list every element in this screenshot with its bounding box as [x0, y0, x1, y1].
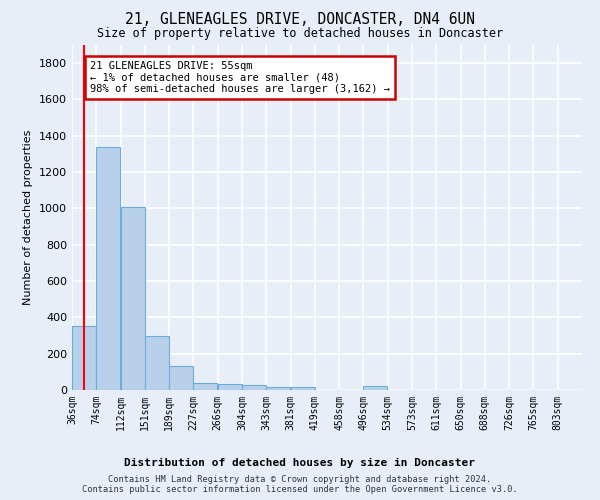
Text: Size of property relative to detached houses in Doncaster: Size of property relative to detached ho… [97, 28, 503, 40]
Y-axis label: Number of detached properties: Number of detached properties [23, 130, 34, 305]
Bar [290, 388, 314, 390]
Bar [266, 386, 290, 390]
Bar [121, 206, 145, 390]
Text: 21, GLENEAGLES DRIVE, DONCASTER, DN4 6UN: 21, GLENEAGLES DRIVE, DONCASTER, DN4 6UN [125, 12, 475, 28]
Bar [169, 366, 193, 390]
Bar [145, 336, 169, 390]
Bar [96, 146, 120, 390]
Text: Contains HM Land Registry data © Crown copyright and database right 2024.
Contai: Contains HM Land Registry data © Crown c… [82, 474, 518, 494]
Bar [72, 326, 96, 390]
Text: Distribution of detached houses by size in Doncaster: Distribution of detached houses by size … [125, 458, 476, 468]
Text: 21 GLENEAGLES DRIVE: 55sqm
← 1% of detached houses are smaller (48)
98% of semi-: 21 GLENEAGLES DRIVE: 55sqm ← 1% of detac… [90, 61, 390, 94]
Bar [193, 382, 217, 390]
Bar [364, 386, 388, 390]
Bar [242, 384, 266, 390]
Bar [218, 384, 242, 390]
